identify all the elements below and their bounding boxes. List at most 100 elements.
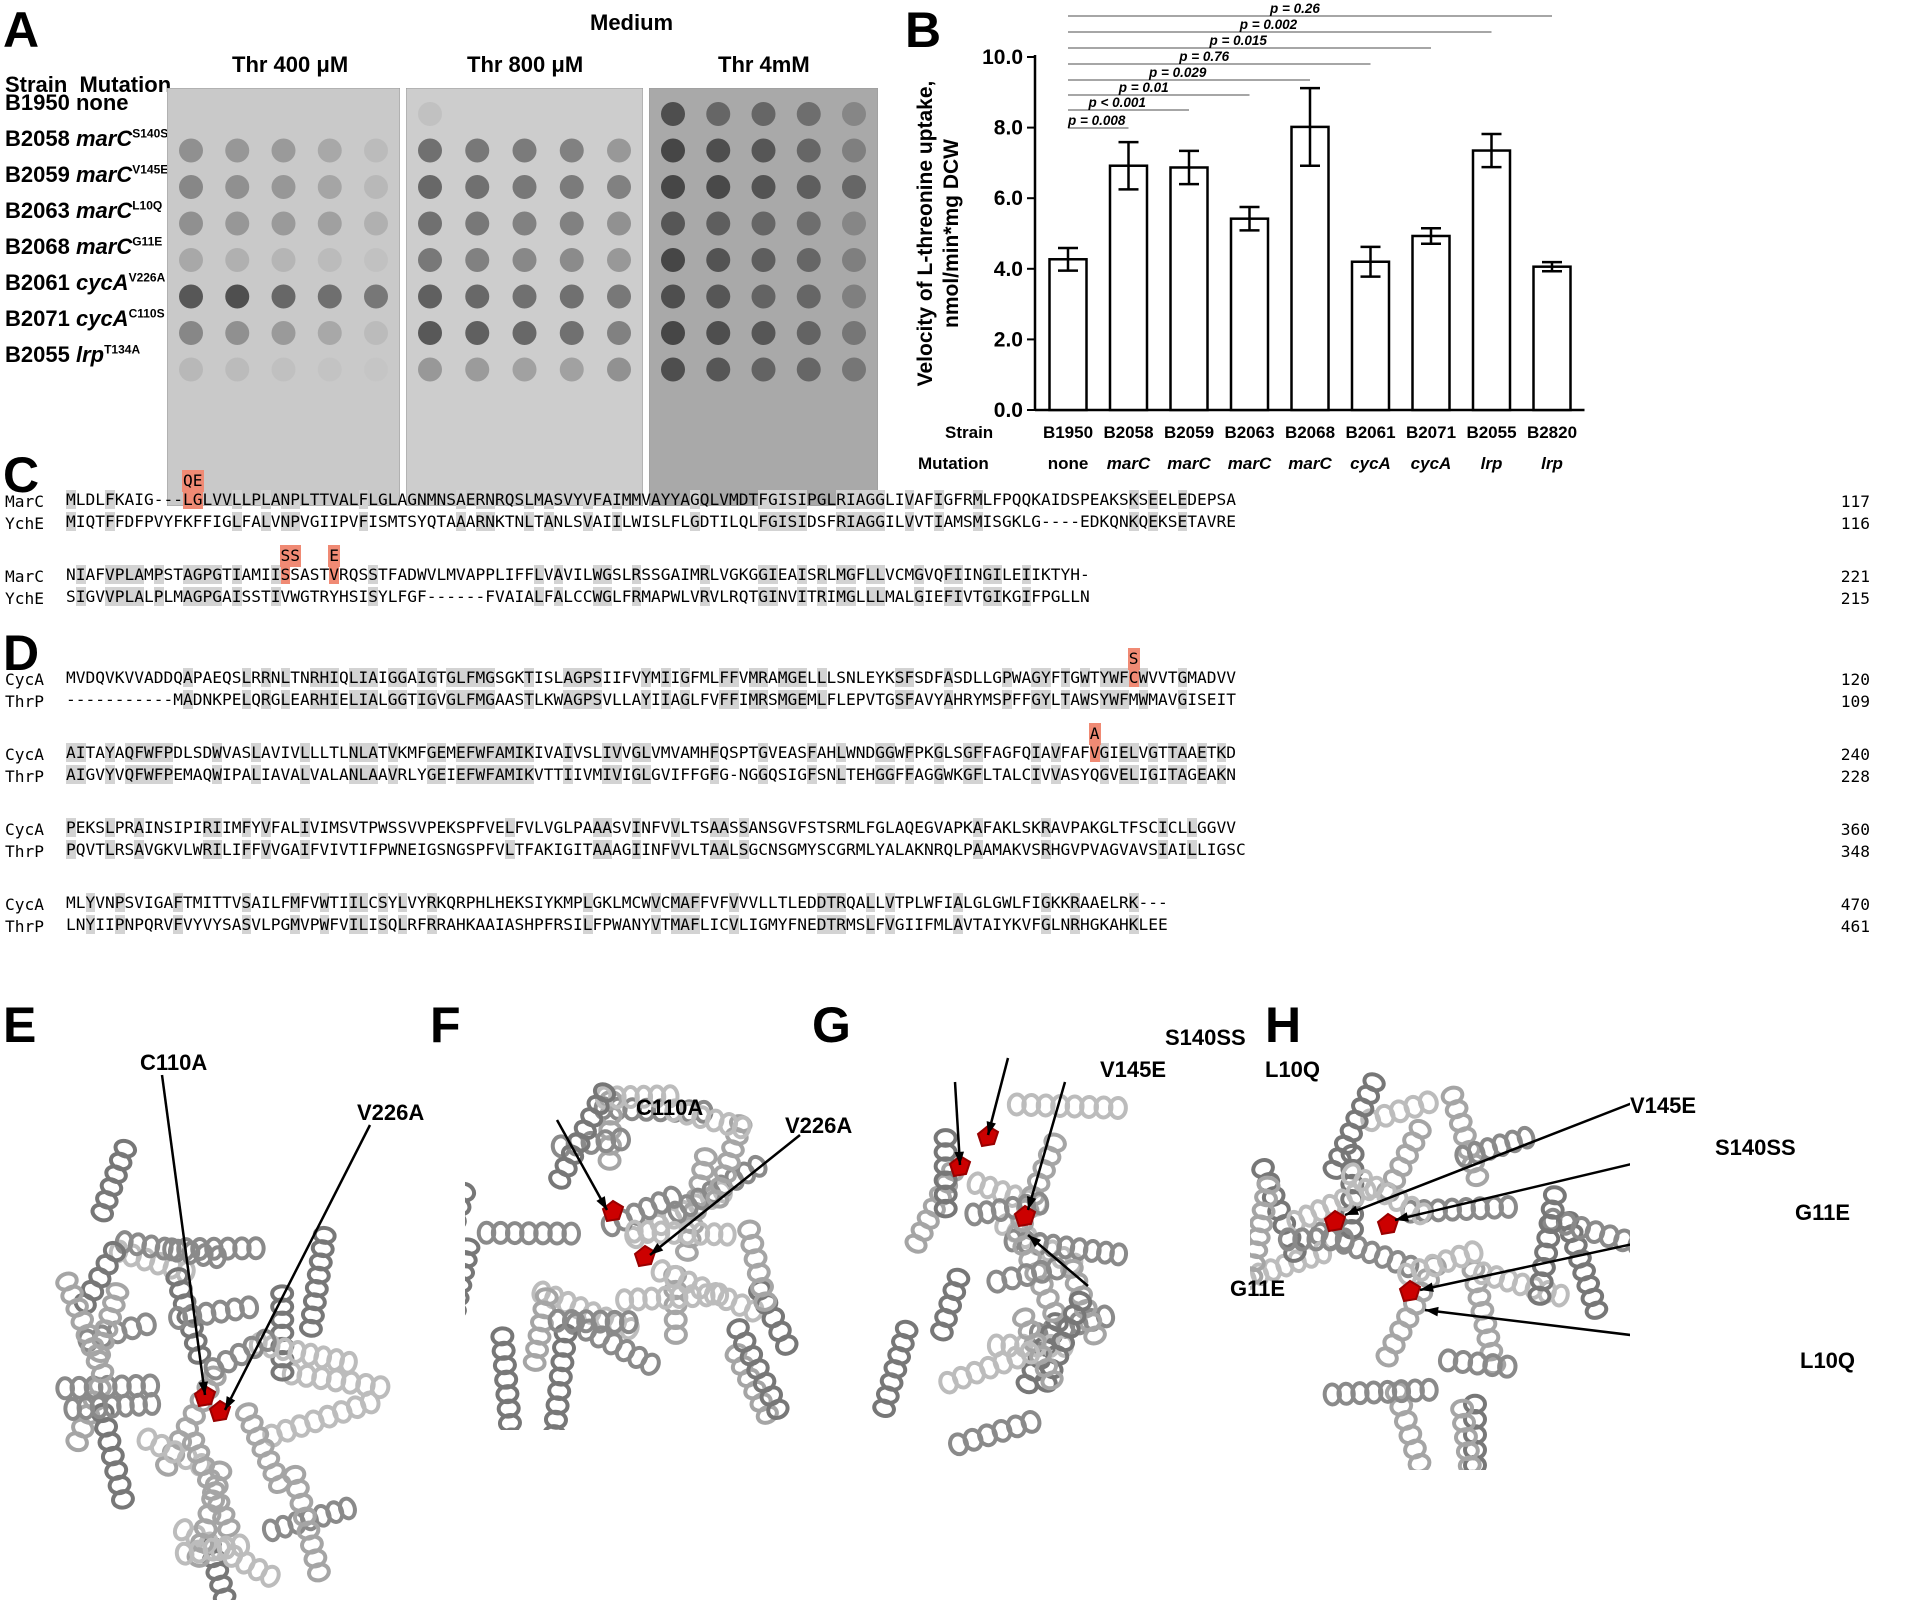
residue: G	[397, 668, 408, 687]
residue: L	[972, 668, 983, 687]
residue: G	[875, 512, 885, 531]
colony-spot	[661, 138, 685, 163]
mutation-site: V145E	[132, 162, 169, 177]
residue: A	[855, 893, 866, 912]
residue: I	[261, 565, 271, 584]
residue: T	[436, 668, 447, 687]
residue: P	[114, 818, 125, 837]
residue: I	[914, 915, 924, 934]
residue: I	[144, 893, 154, 912]
strain-id: B2059	[5, 162, 70, 187]
residue: R	[339, 565, 349, 584]
residue: I	[300, 840, 310, 859]
residue: N	[651, 840, 661, 859]
residue: A	[914, 690, 924, 709]
residue: Q	[1089, 765, 1100, 784]
residue: S	[992, 690, 1002, 709]
residue: D	[816, 915, 827, 934]
residue: P	[202, 587, 213, 606]
helix-turn	[212, 1587, 237, 1600]
y-axis-label: Velocity of L-threonine uptake, nmol/min*…	[914, 81, 963, 387]
residue: I	[660, 668, 671, 687]
pointer-arrow	[223, 1124, 372, 1411]
residue: L	[709, 490, 720, 509]
residue: F	[933, 668, 944, 687]
residue: G	[153, 893, 164, 912]
residue: L	[105, 840, 115, 859]
residue: A	[1080, 893, 1090, 912]
strain-tick-label: B1950	[1043, 423, 1093, 442]
residue: I	[797, 490, 807, 509]
residue: R	[202, 818, 213, 837]
residue: L	[348, 490, 359, 509]
helix	[1454, 1125, 1536, 1169]
residue: Y	[933, 690, 944, 709]
strain-id: B2071	[5, 306, 70, 331]
residue: A	[475, 915, 486, 934]
helix-turn	[1107, 1095, 1128, 1120]
colony-spot	[706, 102, 731, 126]
residue: I	[1216, 690, 1227, 709]
residue: K	[1031, 818, 1041, 837]
residue: V	[456, 565, 466, 584]
residue: T	[582, 840, 593, 859]
residue: L	[612, 893, 622, 912]
residue: L	[553, 668, 564, 687]
residue: I	[621, 765, 632, 784]
residue: F	[1119, 668, 1129, 687]
residue: F	[105, 490, 115, 509]
residue: I	[719, 512, 729, 531]
residue: W	[319, 915, 330, 934]
residue: K	[1128, 490, 1139, 509]
residue: T	[924, 512, 934, 531]
residue: G	[573, 668, 583, 687]
residue: V	[309, 818, 320, 837]
colony-spot	[271, 175, 296, 199]
residue: Q	[85, 512, 96, 531]
residue: L	[300, 743, 310, 762]
residue: A	[163, 893, 174, 912]
helix-turn	[1527, 1285, 1552, 1306]
residue: L	[865, 565, 876, 584]
residue: A	[465, 565, 476, 584]
colony-spot	[559, 321, 584, 345]
residue: G	[914, 587, 924, 606]
residue: I	[1177, 840, 1188, 859]
residue: G	[192, 587, 203, 606]
colony-spot	[607, 175, 631, 199]
residue: A	[66, 765, 76, 784]
mutation-site: G11E	[132, 234, 163, 249]
residue: F	[475, 818, 486, 837]
residue: P	[1080, 490, 1090, 509]
residue: G	[865, 512, 876, 531]
mutation-site: V226A	[128, 270, 166, 285]
residue: A	[612, 840, 622, 859]
residue: I	[602, 512, 612, 531]
residue: L	[1050, 915, 1061, 934]
residue: A	[943, 512, 954, 531]
residue: S	[826, 818, 837, 837]
colony-spot	[607, 138, 631, 163]
residue: G	[1109, 840, 1119, 859]
residue: V	[670, 818, 681, 837]
label-f-v226a: V226A	[785, 1113, 853, 1138]
residue: V	[787, 818, 798, 837]
residue: P	[485, 565, 495, 584]
residue: V	[1060, 818, 1071, 837]
pointer-arrow	[649, 1134, 801, 1256]
residue: V	[582, 512, 593, 531]
residue: T	[173, 565, 183, 584]
residue: M	[904, 565, 915, 584]
helix	[465, 1181, 477, 1231]
residue: K	[963, 818, 973, 837]
residue: R	[426, 915, 437, 934]
residue: G	[621, 840, 632, 859]
colony-spot	[225, 138, 250, 163]
residue: I	[319, 818, 330, 837]
residue: I	[1031, 565, 1041, 584]
residue: I	[670, 668, 681, 687]
residue: L	[641, 743, 651, 762]
residue: A	[914, 490, 924, 509]
residue: L	[855, 818, 866, 837]
residue: -	[114, 690, 125, 709]
